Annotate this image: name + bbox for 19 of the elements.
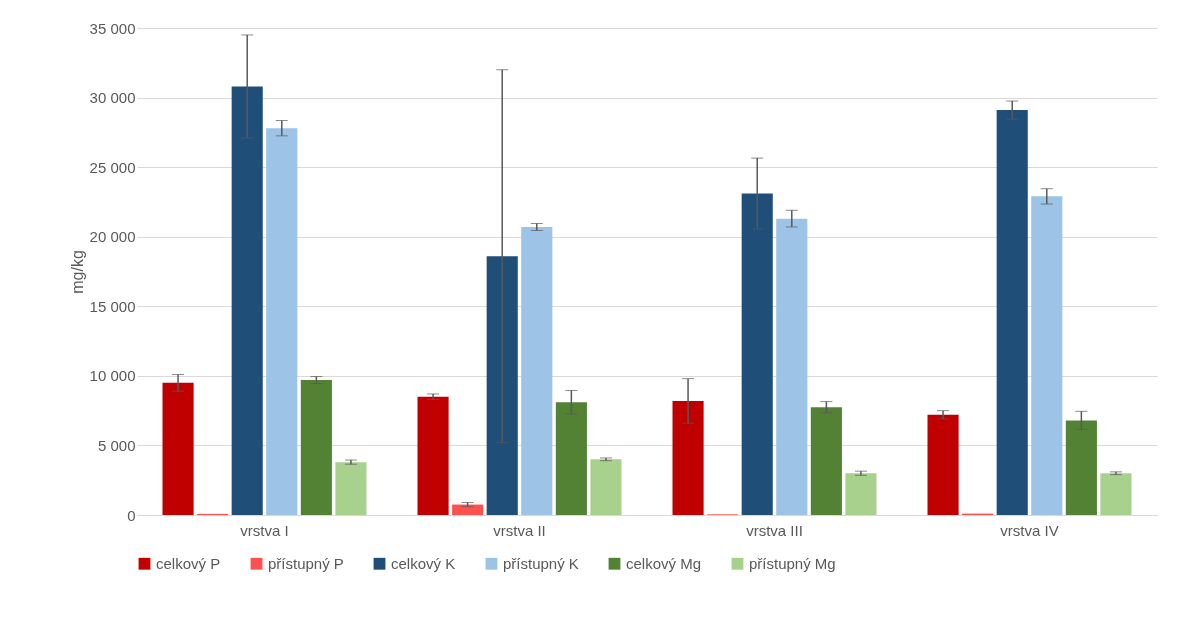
x-tick-label: vrstva III — [746, 521, 803, 539]
y-axis-title: mg/kg — [68, 250, 86, 294]
y-tick-label: 10 000 — [89, 367, 136, 385]
x-tick-label: vrstva IV — [1000, 521, 1059, 539]
y-tick-label: 25 000 — [89, 158, 136, 176]
y-tick-label: 35 000 — [89, 19, 136, 37]
y-tick-label: 20 000 — [89, 228, 136, 246]
y-tick-label: 5 000 — [97, 436, 136, 454]
x-tick-label: vrstva I — [240, 521, 289, 539]
legend-label: přístupný Mg — [749, 554, 836, 572]
y-tick-label: 0 — [127, 506, 136, 524]
legend-label: přístupný K — [503, 554, 579, 572]
x-tick-label: vrstva II — [493, 521, 546, 539]
legend-label: celkový P — [156, 554, 221, 572]
legend-label: celkový Mg — [626, 554, 702, 572]
y-tick-label: 15 000 — [89, 297, 136, 315]
legend-label: celkový K — [391, 554, 456, 572]
legend-label: přístupný P — [268, 554, 344, 572]
y-tick-label: 30 000 — [89, 89, 136, 107]
